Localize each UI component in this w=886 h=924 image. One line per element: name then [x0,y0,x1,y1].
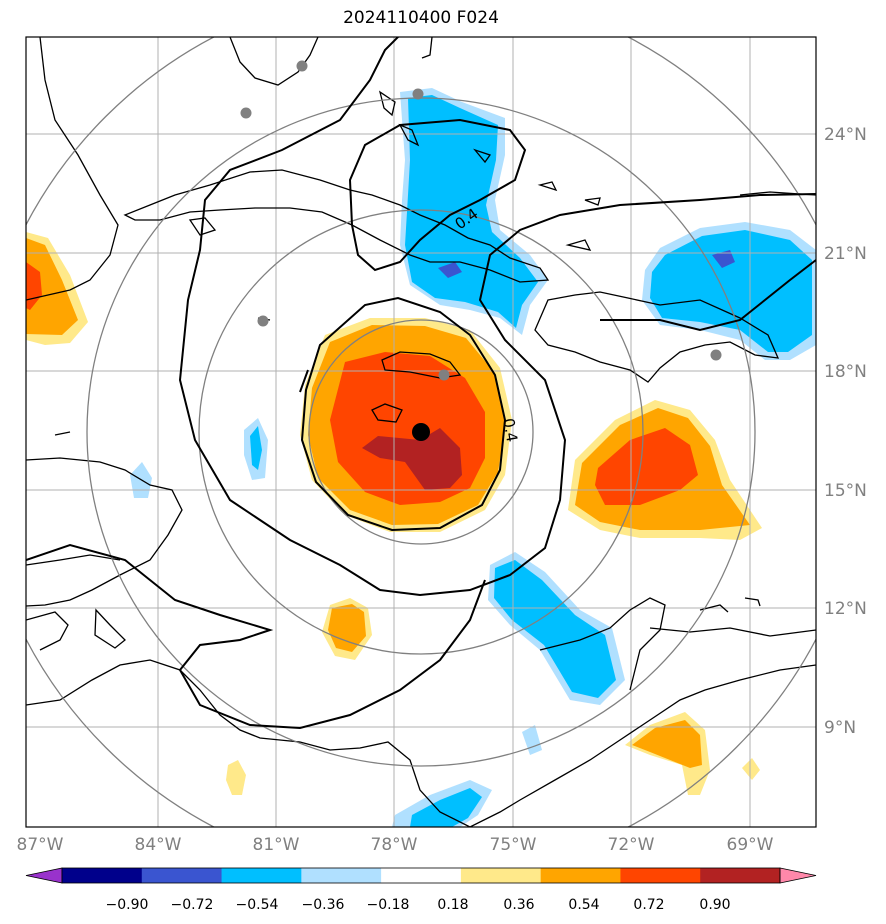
lat-tick-labels: 24°N 21°N 18°N 15°N 12°N 9°N [824,125,867,738]
station-marker [240,107,252,119]
anomaly-fills [26,88,816,827]
colorbar-bin [460,868,542,883]
lat-tick-label: 12°N [824,599,867,619]
map-plot-area: 0.4 0.4 [26,37,816,827]
colorbar-bin [381,868,462,883]
colorbar-bin [221,868,302,883]
colorbar-tick-label: 0.90 [699,897,730,913]
lat-tick-label: 18°N [824,362,867,382]
pressure-contours [26,37,816,730]
station-marker [296,60,308,72]
colorbar-outline [61,867,781,884]
lon-tick-label: 78°W [371,835,418,855]
coastlines [26,37,816,827]
lat-tick-label: 9°N [824,718,856,738]
lon-tick-label: 72°W [608,835,655,855]
lat-tick-label: 24°N [824,125,867,145]
station-marker [438,369,450,381]
colorbar-tick-label: 0.72 [633,897,664,913]
colorbar-tick-label: −0.36 [302,897,345,913]
colorbar-extend-high [779,867,817,884]
lat-tick-label: 21°N [824,244,867,264]
colorbar-tick-label: −0.72 [171,897,214,913]
lat-tick-label: 15°N [824,481,867,501]
colorbar-extend-low [25,867,63,884]
map-title: 2024110400 F024 [343,8,499,28]
colorbar-bin [620,868,701,883]
colorbar-bin [62,868,143,883]
contour-label-east: 0.4 [499,417,521,444]
station-markers [240,60,722,381]
colorbar-bin [700,868,781,883]
colorbar-bin [301,868,382,883]
lon-tick-label: 87°W [17,835,64,855]
lon-tick-label: 75°W [490,835,537,855]
lon-tick-labels: 87°W 84°W 81°W 78°W 75°W 72°W 69°W [17,835,774,855]
colorbar [25,867,817,884]
colorbar-tick-label: 0.18 [437,897,468,913]
lon-tick-label: 84°W [135,835,182,855]
graticule [26,37,816,827]
station-marker [412,88,424,100]
colorbar-tick-label: −0.18 [367,897,410,913]
lon-tick-label: 81°W [253,835,300,855]
colorbar-tick-label: −0.54 [236,897,279,913]
colorbar-tick-label: 0.54 [568,897,599,913]
map-frame [25,36,817,828]
colorbar-tick-labels: −0.90 −0.72 −0.54 −0.36 −0.18 0.18 0.36 … [106,897,731,913]
lon-tick-label: 69°W [727,835,774,855]
storm-center-marker [412,423,430,441]
colorbar-tick-label: 0.36 [503,897,534,913]
station-marker [710,349,722,361]
colorbar-bin [540,868,621,883]
station-marker [257,315,269,327]
colorbar-tick-label: −0.90 [106,897,149,913]
colorbar-bin [141,868,223,883]
